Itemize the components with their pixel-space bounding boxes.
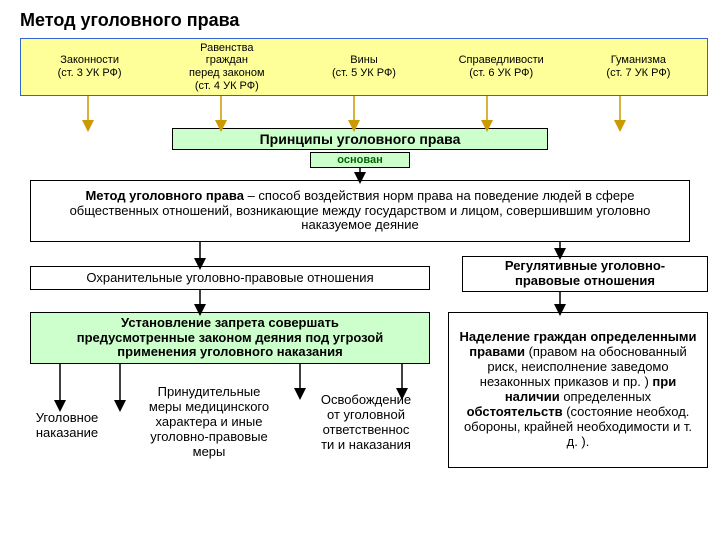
relation-left: Охранительные уголовно-правовые отношени… <box>30 266 430 290</box>
principle-3: Справедливости (ст. 6 УК РФ) <box>433 39 570 95</box>
rights-box: Наделение граждан определенными правами … <box>448 312 708 468</box>
relation-right: Регулятивные уголовно- правовые отношени… <box>462 256 708 292</box>
principle-1: Равенства граждан перед законом (ст. 4 У… <box>158 39 295 95</box>
definition-text: Метод уголовного права – способ воздейст… <box>45 189 675 234</box>
release-text: Освобождение от уголовной ответственнос … <box>302 392 430 452</box>
rights-text: Наделение граждан определенными правами … <box>457 330 699 450</box>
based-label: основан <box>310 152 410 168</box>
principles-header: Принципы уголовного права <box>172 128 548 150</box>
ban-box: Установление запрета совершать предусмот… <box>30 312 430 364</box>
definition-box: Метод уголовного права – способ воздейст… <box>30 180 690 242</box>
principle-0: Законности (ст. 3 УК РФ) <box>21 39 158 95</box>
page-title: Метод уголовного права <box>20 10 239 31</box>
principles-bar: Законности (ст. 3 УК РФ) Равенства гражд… <box>20 38 708 96</box>
principle-4: Гуманизма (ст. 7 УК РФ) <box>570 39 707 95</box>
punishment-text: Уголовное наказание <box>20 410 114 440</box>
coercive-text: Принудительные меры медицинского характе… <box>124 384 294 459</box>
principle-2: Вины (ст. 5 УК РФ) <box>295 39 432 95</box>
